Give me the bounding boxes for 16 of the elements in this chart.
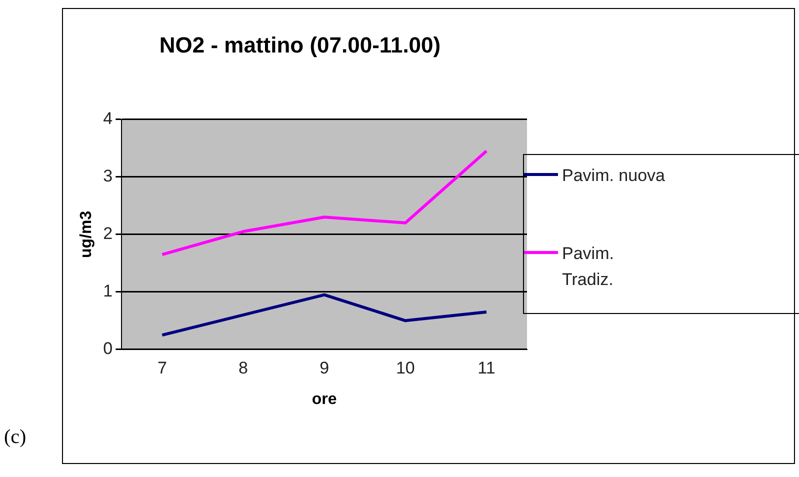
- x-tick-label: 11: [478, 358, 496, 378]
- chart-title: NO2 - mattino (07.00-11.00): [159, 32, 441, 58]
- x-tick-label: 7: [157, 358, 167, 378]
- x-axis-title: ore: [312, 390, 337, 408]
- y-tick-label: 1: [103, 282, 113, 301]
- y-tick-label: 4: [103, 109, 113, 128]
- text: (c): [4, 426, 26, 449]
- legend-label: Pavim. nuova: [562, 165, 665, 187]
- x-tick-label: 9: [320, 358, 330, 378]
- legend-label: Pavim. Tradiz.: [562, 243, 615, 291]
- y-tick-label: 0: [103, 339, 113, 358]
- y-tick-label: 3: [103, 166, 113, 186]
- y-axis-title: ug/m3: [78, 210, 96, 258]
- y-tick-label: 2: [103, 224, 113, 244]
- x-tick-label: 10: [396, 358, 415, 378]
- x-tick-label: 8: [238, 358, 248, 378]
